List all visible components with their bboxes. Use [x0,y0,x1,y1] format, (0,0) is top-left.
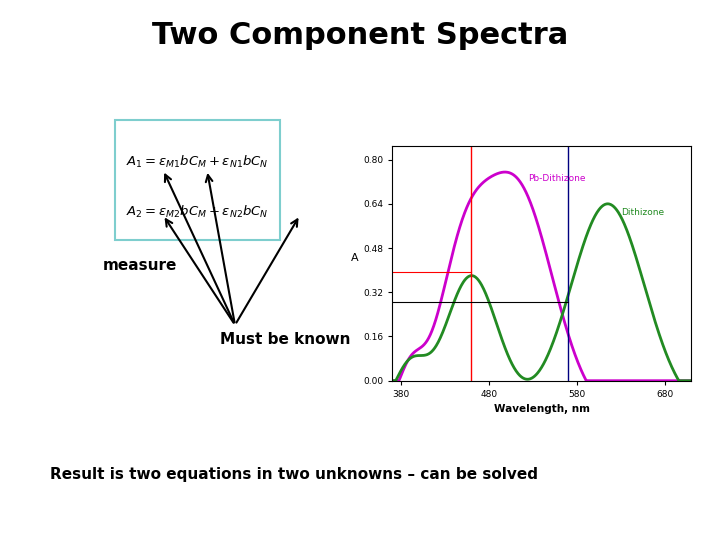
Text: Two Component Spectra: Two Component Spectra [152,21,568,50]
Text: Dithizone: Dithizone [621,207,664,217]
X-axis label: Wavelength, nm: Wavelength, nm [494,404,590,414]
Text: measure: measure [103,258,177,273]
Text: $A_1 = \varepsilon_{M1}bC_M + \varepsilon_{N1}bC_N$: $A_1 = \varepsilon_{M1}bC_M + \varepsilo… [126,154,269,170]
Text: $A_2 = \varepsilon_{M2}bC_M + \varepsilon_{N2}bC_N$: $A_2 = \varepsilon_{M2}bC_M + \varepsilo… [126,204,269,220]
Y-axis label: A: A [351,253,359,263]
Text: Result is two equations in two unknowns – can be solved: Result is two equations in two unknowns … [50,468,538,483]
Text: Must be known: Must be known [220,333,350,348]
Text: Pb-Dithizone: Pb-Dithizone [528,174,586,184]
Bar [115,120,280,240]
